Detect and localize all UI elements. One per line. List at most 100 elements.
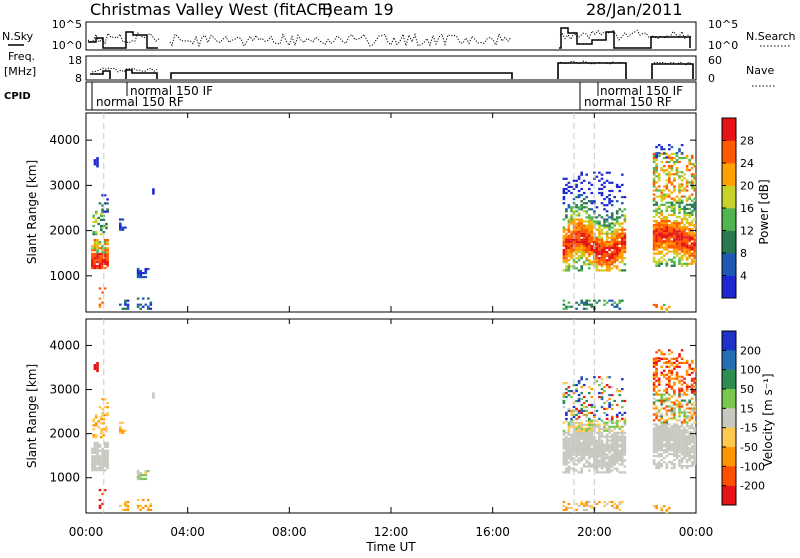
velocity-cell xyxy=(678,447,681,450)
power-cell xyxy=(680,171,684,174)
power-cell xyxy=(673,199,676,202)
power-cell xyxy=(610,257,614,260)
velocity-cell xyxy=(582,455,586,458)
power-cell xyxy=(562,238,566,241)
velocity-cell xyxy=(98,449,102,452)
power-cell xyxy=(93,163,97,166)
power-cell xyxy=(652,193,656,196)
velocity-cell xyxy=(605,433,609,436)
power-colorbar-swatch xyxy=(722,275,736,299)
velocity-cell xyxy=(668,383,671,386)
power-cell xyxy=(567,240,571,243)
power-cell xyxy=(621,242,624,245)
velocity-cell xyxy=(615,390,619,393)
power-cell xyxy=(613,218,616,221)
power-cell xyxy=(603,242,606,245)
power-cell xyxy=(562,250,566,254)
power-cell xyxy=(605,226,609,229)
power-cell xyxy=(103,247,107,250)
velocity-cell xyxy=(600,465,604,468)
velocity-cell xyxy=(585,441,588,444)
power-cell xyxy=(652,169,656,172)
velocity-cell xyxy=(690,441,694,444)
power-cell xyxy=(680,256,684,259)
power-cell xyxy=(577,226,581,229)
velocity-colorbar-swatch xyxy=(722,331,736,351)
velocity-cell xyxy=(683,429,686,432)
power-cell xyxy=(665,183,669,186)
power-cell xyxy=(570,208,573,211)
velocity-cell xyxy=(665,464,669,468)
power-cell xyxy=(575,224,578,227)
velocity-cell xyxy=(590,433,594,436)
power-cell xyxy=(652,185,656,188)
power-cell xyxy=(610,238,614,241)
power-cell xyxy=(580,269,583,272)
power-cell xyxy=(598,257,601,260)
power-cell xyxy=(613,230,616,233)
power-cell xyxy=(98,252,102,255)
velocity-cell xyxy=(590,421,594,424)
power-cell xyxy=(665,185,669,188)
power-cell xyxy=(678,260,681,263)
velocity-cell xyxy=(685,437,689,440)
power-cell xyxy=(139,269,142,273)
velocity-cell xyxy=(665,377,669,380)
velocity-cell xyxy=(680,459,684,462)
power-cell xyxy=(565,216,568,219)
power-cell xyxy=(673,224,676,227)
power-cell xyxy=(688,256,691,259)
nsky-tick-bottom: 10^0 xyxy=(52,39,82,52)
power-cell xyxy=(600,261,604,264)
velocity-cell xyxy=(588,500,591,504)
power-cell xyxy=(685,220,689,223)
velocity-cell xyxy=(588,419,591,422)
velocity-cell xyxy=(690,461,694,464)
velocity-cell xyxy=(588,386,591,389)
velocity-cell xyxy=(680,461,684,464)
power-cell xyxy=(678,191,681,194)
power-cell xyxy=(665,152,669,155)
power-cell xyxy=(590,202,594,205)
velocity-cell xyxy=(665,419,669,422)
velocity-cell xyxy=(621,445,624,448)
power-cell xyxy=(685,262,689,265)
velocity-cell xyxy=(580,437,583,440)
power-cell xyxy=(685,169,689,172)
power-cell xyxy=(675,236,679,239)
power-cell xyxy=(567,228,571,231)
power-cell xyxy=(680,236,684,239)
velocity-cell xyxy=(100,432,103,435)
velocity-cell xyxy=(621,378,624,381)
velocity-cell xyxy=(598,441,601,444)
power-cell xyxy=(613,265,616,268)
velocity-cell xyxy=(608,443,611,446)
power-cell xyxy=(688,246,691,249)
power-cell xyxy=(590,236,594,239)
power-cell xyxy=(565,253,568,256)
velocity-cell xyxy=(657,453,661,456)
velocity-cell xyxy=(595,449,599,452)
velocity-cell xyxy=(657,359,661,362)
power-cell xyxy=(660,224,663,227)
power-cell xyxy=(567,301,571,304)
velocity-cell xyxy=(119,504,122,507)
power-cell xyxy=(678,256,681,259)
power-cell xyxy=(660,260,663,263)
power-cell xyxy=(673,213,676,217)
power-cell xyxy=(670,264,674,267)
velocity-cell xyxy=(593,435,596,438)
power-cell xyxy=(652,197,656,200)
power-cell xyxy=(98,305,102,308)
power-cell xyxy=(136,297,140,300)
velocity-cell xyxy=(670,425,674,428)
power-cell xyxy=(98,262,102,266)
velocity-cell xyxy=(673,365,676,368)
velocity-cell xyxy=(595,439,599,442)
power-cell xyxy=(663,228,666,231)
velocity-cell xyxy=(673,377,676,380)
velocity-cell xyxy=(690,463,694,466)
velocity-cell xyxy=(657,379,661,382)
velocity-cell xyxy=(613,443,616,446)
power-cell xyxy=(570,206,573,209)
